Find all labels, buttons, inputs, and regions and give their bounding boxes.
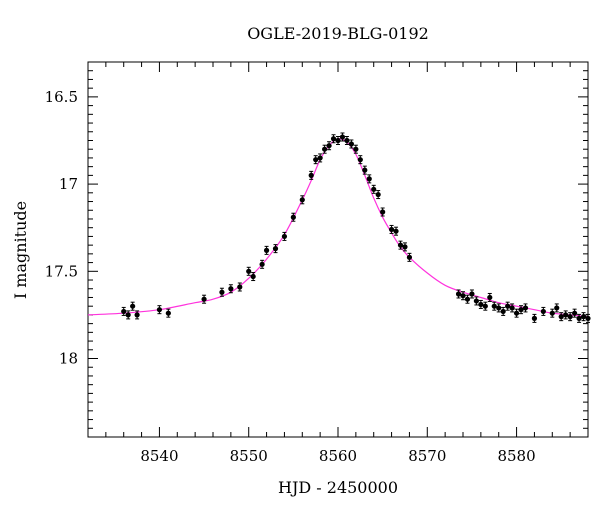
data-point: [290, 212, 296, 222]
x-tick-label: 8570: [408, 447, 446, 465]
data-point: [393, 226, 399, 236]
x-tick-label: 8580: [497, 447, 535, 465]
data-point: [366, 174, 372, 184]
data-point: [496, 303, 502, 313]
data-point: [549, 308, 555, 318]
x-tick-labels: 8540 8550 8560 8570 8580: [140, 447, 535, 465]
data-point: [388, 224, 395, 234]
data-point: [563, 310, 569, 320]
data-point: [522, 303, 529, 313]
data-points: [121, 132, 591, 323]
data-point: [348, 139, 354, 149]
data-point: [250, 272, 256, 282]
y-axis-label: I magnitude: [11, 201, 30, 299]
data-point: [156, 305, 163, 315]
plot-frame: [87, 61, 589, 438]
y-tick-label: 18: [59, 350, 78, 368]
data-point: [531, 313, 538, 323]
data-point: [344, 135, 350, 145]
x-tick-label: 8540: [140, 447, 178, 465]
data-point: [402, 242, 408, 252]
model-curve: [87, 138, 589, 318]
data-point: [272, 244, 279, 254]
data-point: [567, 312, 573, 322]
data-point: [473, 296, 479, 306]
data-point: [509, 303, 515, 313]
data-point: [460, 291, 466, 301]
data-point: [237, 282, 243, 292]
data-point: [406, 252, 413, 262]
data-point: [330, 134, 337, 144]
data-point: [335, 135, 341, 145]
data-point: [353, 144, 359, 154]
data-point: [281, 231, 288, 241]
data-point: [228, 284, 234, 294]
data-point: [505, 301, 511, 311]
data-point: [313, 155, 319, 165]
data-point: [326, 141, 332, 151]
data-point: [397, 240, 404, 250]
x-axis-label: HJD - 2450000: [278, 478, 398, 497]
data-point: [540, 306, 546, 316]
data-point: [308, 170, 314, 180]
data-point: [576, 313, 582, 323]
data-point: [487, 292, 493, 302]
x-tick-label: 8550: [230, 447, 268, 465]
data-point: [554, 303, 560, 313]
data-point: [201, 294, 207, 304]
data-point: [469, 289, 475, 299]
y-tick-labels: 16.5 17 17.5 18: [45, 88, 78, 368]
data-point: [464, 294, 471, 304]
data-point: [259, 259, 265, 269]
data-point: [130, 301, 136, 311]
data-point: [165, 308, 171, 318]
y-tick-label: 17.5: [45, 262, 78, 280]
data-point: [246, 266, 252, 276]
data-point: [455, 289, 462, 299]
data-point: [558, 312, 564, 322]
data-point: [518, 305, 524, 315]
data-point: [362, 165, 368, 175]
data-point: [299, 195, 305, 205]
data-point: [125, 310, 131, 320]
data-point: [500, 306, 506, 316]
data-point: [317, 153, 323, 163]
data-point: [357, 155, 363, 165]
data-point: [371, 184, 377, 194]
data-point: [339, 132, 346, 142]
data-point: [482, 301, 488, 311]
data-point: [572, 308, 578, 318]
data-point: [380, 207, 386, 217]
minor-ticks: [87, 61, 589, 438]
data-point: [134, 310, 140, 320]
y-tick-label: 17: [59, 175, 78, 193]
data-point: [375, 190, 381, 200]
data-point: [478, 299, 484, 309]
data-point: [263, 245, 270, 255]
data-point: [513, 308, 520, 318]
data-point: [121, 306, 127, 316]
data-point: [322, 144, 328, 154]
x-tick-label: 8560: [319, 447, 357, 465]
data-point: [580, 312, 587, 322]
data-point: [585, 313, 591, 323]
y-tick-label: 16.5: [45, 88, 78, 106]
data-point: [219, 287, 225, 297]
chart-title: OGLE-2019-BLG-0192: [247, 24, 429, 43]
major-ticks: [88, 62, 588, 437]
data-point: [491, 301, 497, 311]
